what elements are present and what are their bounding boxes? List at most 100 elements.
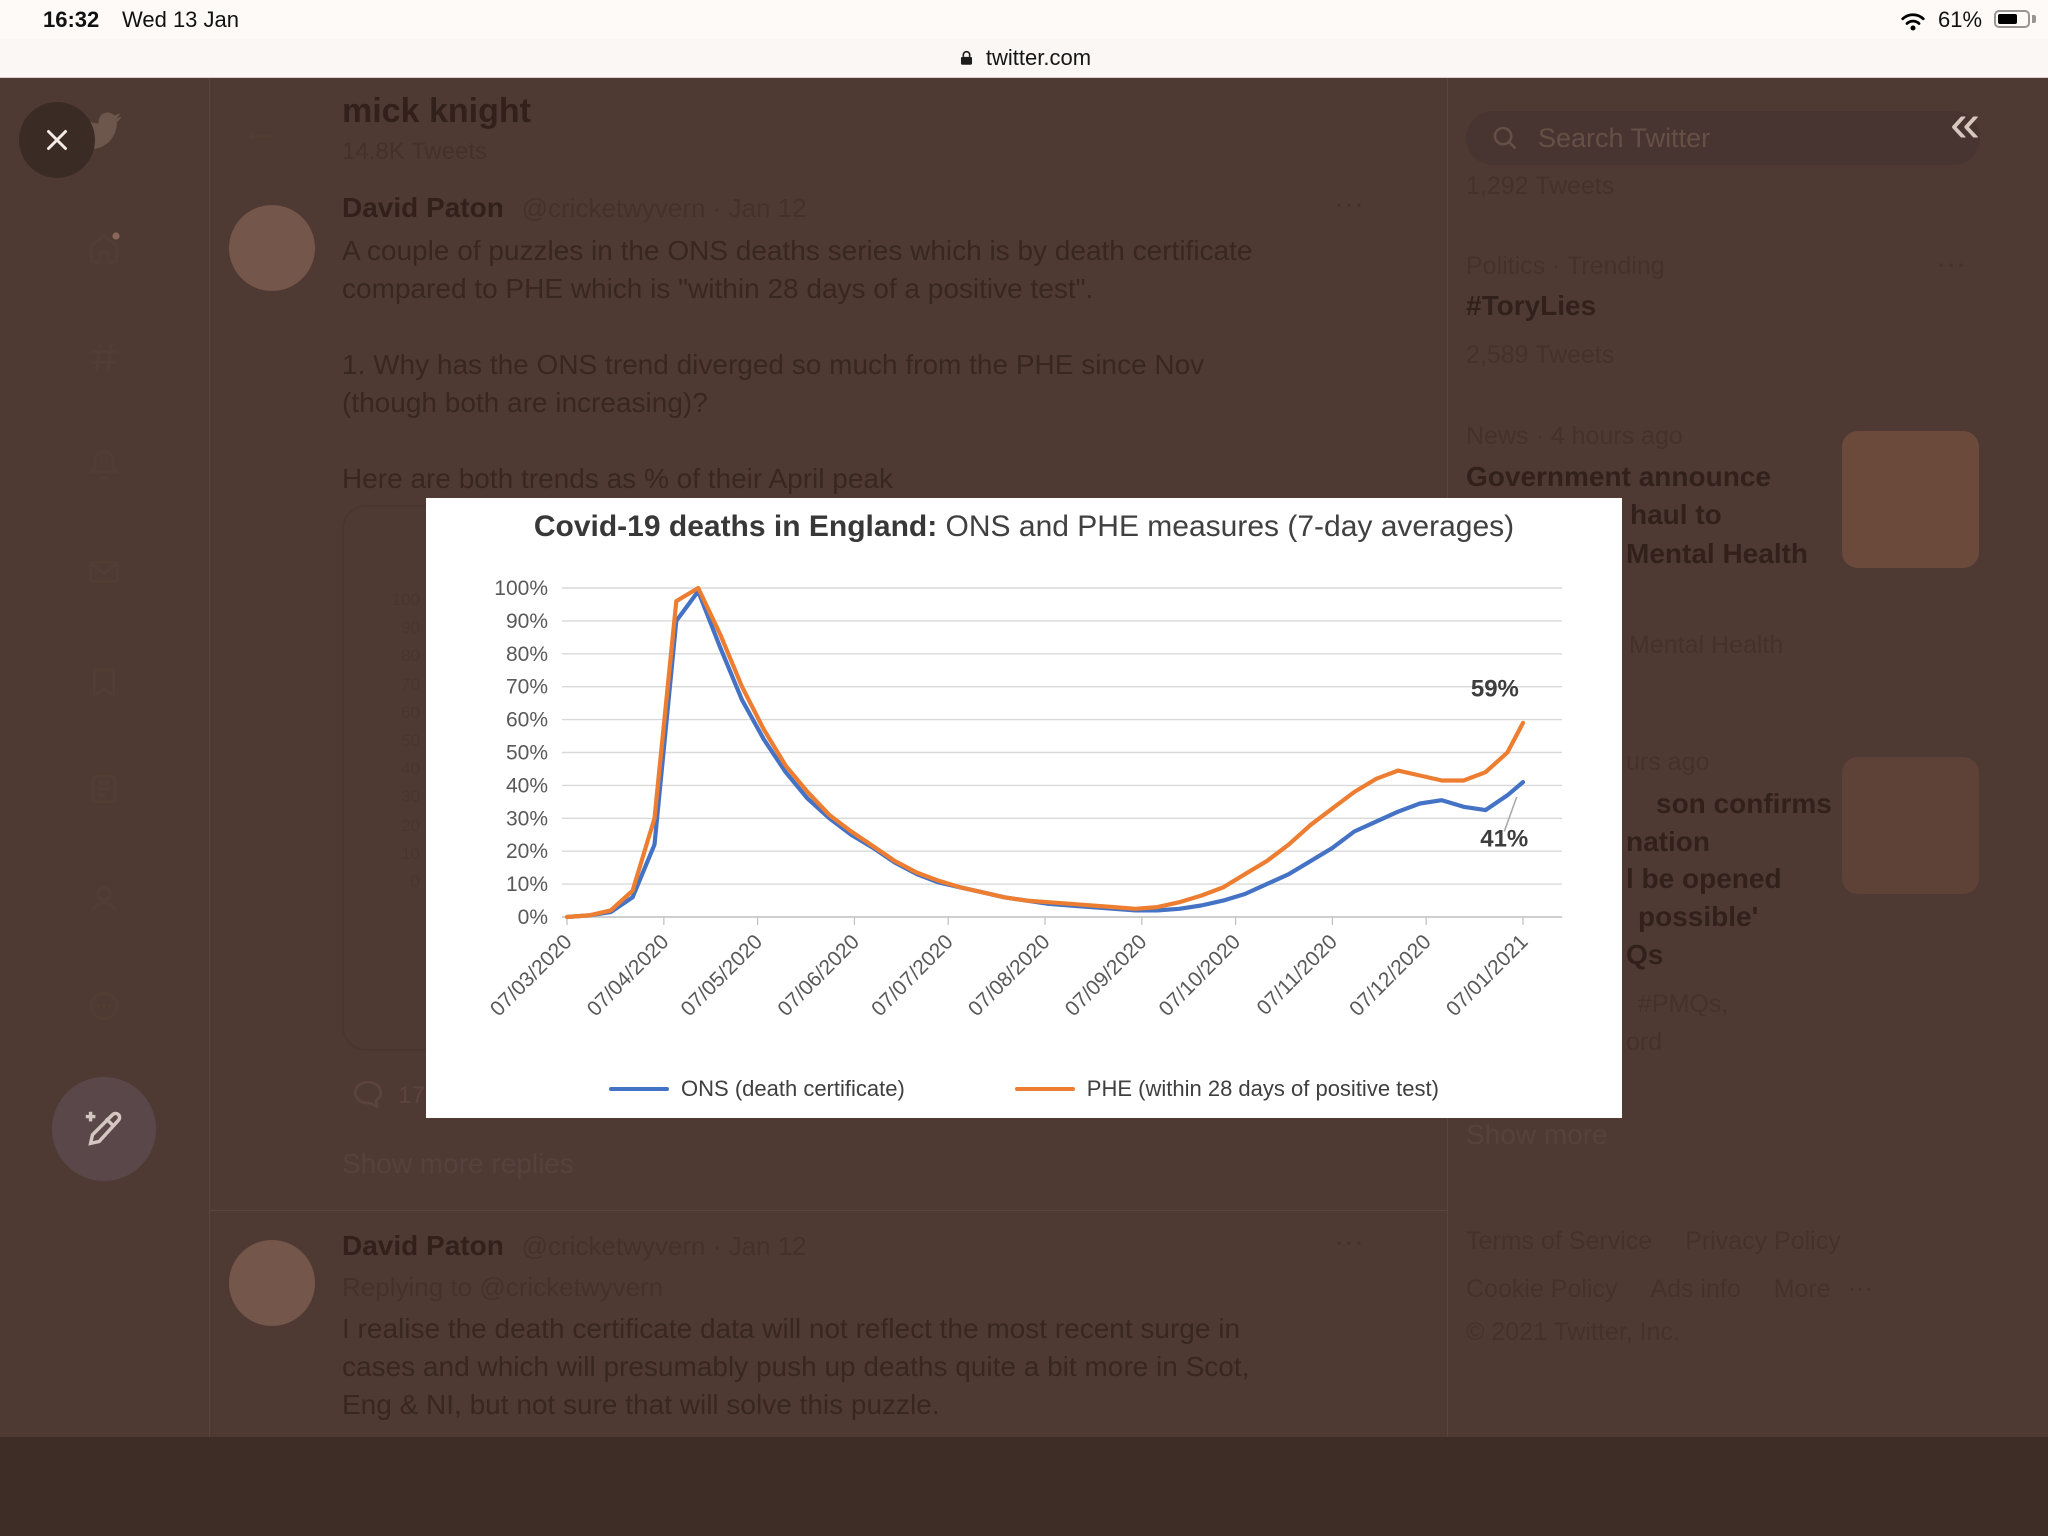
lightbox-image-chart[interactable]: Covid-19 deaths in England: ONS and PHE …	[426, 498, 1622, 1118]
battery-percent: 61%	[1938, 7, 1983, 32]
tweet-paragraph: 1. Why has the ONS trend diverged so muc…	[342, 349, 1205, 418]
footer-link-privacy[interactable]: Privacy Policy	[1685, 1227, 1841, 1255]
search-input[interactable]: Search Twitter	[1466, 111, 1980, 165]
footer-link-ads[interactable]: Ads info	[1650, 1275, 1741, 1303]
notifications-bell-icon[interactable]	[86, 447, 122, 483]
chart-plot: 0% 10% 20% 30% 40% 50% 60% 70% 80% 90% 100% 07/03/2…	[486, 577, 1562, 1021]
footer-link-terms[interactable]: Terms of Service	[1466, 1227, 1653, 1255]
news-headline-line[interactable]: nation	[1626, 826, 1710, 857]
status-time: 16:32	[43, 7, 100, 32]
news-headline-line[interactable]: Mental Health	[1626, 538, 1809, 569]
chart-title-bold: Covid-19 deaths in England:	[533, 510, 938, 543]
status-date: Wed 13 Jan	[122, 7, 240, 32]
svg-text:07/12/2020: 07/12/2020	[1345, 930, 1436, 1021]
avatar[interactable]	[229, 1240, 315, 1326]
tweet-overflow-icon[interactable]: ⋯	[1334, 1227, 1364, 1260]
show-more-replies-link[interactable]: Show more replies	[342, 1148, 574, 1179]
news-headline-line[interactable]: possible'	[1638, 901, 1759, 932]
reply-icon[interactable]	[352, 1078, 384, 1110]
news-headline-line[interactable]: haul to	[1630, 499, 1722, 530]
news-tag: Mental Health	[1629, 631, 1784, 659]
tweet-divider	[210, 1210, 1447, 1211]
tweet-body[interactable]: A couple of puzzles in the ONS deaths se…	[342, 232, 1362, 498]
column-divider-left	[209, 78, 210, 1437]
legend-label-ons: ONS (death certificate)	[681, 1076, 905, 1101]
close-lightbox-button[interactable]	[19, 102, 95, 178]
ghost-chart-axis: 100 90 80 70 60 50 40 30 20 10 0	[346, 0, 420, 1100]
ghost-chart-y-label: 30	[401, 787, 420, 807]
news-headline-line[interactable]: Government announce	[1466, 461, 1771, 492]
svg-text:40%: 40%	[506, 774, 548, 797]
compose-tweet-button[interactable]	[52, 1077, 156, 1181]
ghost-chart-y-label: 40	[401, 759, 420, 779]
news-tag: ord	[1626, 1028, 1663, 1056]
svg-text:07/09/2020: 07/09/2020	[1061, 930, 1152, 1021]
author-name[interactable]: David Paton	[342, 1230, 504, 1261]
chart-title: Covid-19 deaths in England: ONS and PHE …	[426, 510, 1622, 544]
trend-category: Politics · Trending	[1466, 252, 1665, 280]
svg-text:10%: 10%	[506, 873, 548, 896]
notification-dot	[112, 232, 120, 240]
trend-title[interactable]: #ToryLies	[1466, 290, 1597, 321]
tweet-author-row[interactable]: David Paton @cricketwyvern · Jan 12	[342, 1230, 807, 1262]
lists-icon[interactable]	[86, 771, 122, 807]
news-headline-line[interactable]: son confirms	[1656, 788, 1832, 819]
compose-feather-icon	[85, 1111, 122, 1146]
url-text: twitter.com	[985, 45, 1092, 70]
news-thumbnail[interactable]	[1842, 757, 1979, 894]
svg-text:0%: 0%	[518, 906, 548, 929]
lightbox-action-bar: 17 56 124	[0, 1437, 2048, 1536]
wifi-icon	[1901, 13, 1925, 31]
svg-text:07/03/2020: 07/03/2020	[486, 930, 577, 1021]
news-headline-line[interactable]: Qs	[1626, 939, 1664, 970]
tweet-overflow-icon[interactable]: ⋯	[1334, 189, 1364, 222]
legend-item-ons: ONS (death certificate)	[609, 1076, 905, 1102]
svg-text:41%: 41%	[1480, 825, 1528, 852]
avatar[interactable]	[229, 205, 315, 291]
messages-mail-icon[interactable]	[86, 554, 122, 590]
ghost-chart-y-label: 10	[401, 843, 420, 863]
bookmarks-icon[interactable]	[86, 664, 122, 700]
ghost-chart-y-label: 70	[401, 674, 420, 694]
home-icon[interactable]	[86, 230, 122, 266]
news-thumbnail[interactable]	[1842, 431, 1979, 568]
news-tag[interactable]: #PMQs,	[1638, 990, 1729, 1018]
collapse-chevrons-button[interactable]: «	[1950, 93, 1981, 153]
legend-label-phe: PHE (within 28 days of positive test)	[1086, 1076, 1439, 1101]
search-icon	[1493, 126, 1517, 150]
tweet-body[interactable]: I realise the death certificate data wil…	[342, 1313, 1250, 1420]
explore-hashtag-icon[interactable]	[86, 339, 122, 375]
ghost-chart-y-label: 0	[410, 872, 420, 891]
battery-tip	[2032, 15, 2036, 23]
close-icon	[47, 130, 67, 150]
reply-count: 17	[398, 1082, 425, 1109]
svg-text:59%: 59%	[1471, 676, 1519, 703]
tweet-author-row[interactable]: David Paton @cricketwyvern · Jan 12	[342, 192, 807, 224]
author-meta: @cricketwyvern · Jan 12	[521, 193, 807, 223]
svg-text:07/06/2020: 07/06/2020	[773, 930, 864, 1021]
back-button[interactable]: ←	[240, 108, 280, 152]
more-circle-icon[interactable]	[86, 988, 122, 1024]
chart-title-rest: ONS and PHE measures (7-day averages)	[937, 510, 1515, 543]
ghost-chart-y-label: 20	[401, 815, 420, 835]
chart-legend: ONS (death certificate) PHE (within 28 d…	[426, 1076, 1622, 1102]
trend-overflow-icon[interactable]: ⋯	[1936, 249, 1966, 282]
replying-to-label[interactable]: Replying to @cricketwyvern	[342, 1272, 664, 1302]
author-name[interactable]: David Paton	[342, 192, 504, 223]
legend-item-phe: PHE (within 28 days of positive test)	[1014, 1076, 1439, 1102]
footer-link-cookies[interactable]: Cookie Policy	[1466, 1275, 1618, 1303]
author-meta: @cricketwyvern · Jan 12	[521, 1231, 807, 1261]
svg-text:07/07/2020: 07/07/2020	[867, 930, 958, 1021]
footer-link-more[interactable]: More	[1773, 1275, 1831, 1303]
search-result-count: 1,292 Tweets	[1466, 172, 1615, 200]
svg-text:30%: 30%	[506, 807, 548, 830]
show-more-link[interactable]: Show more	[1466, 1119, 1608, 1150]
svg-text:20%: 20%	[506, 840, 548, 863]
news-headline-line[interactable]: l be opened	[1626, 863, 1782, 894]
legend-swatch-phe	[1014, 1087, 1075, 1091]
profile-name-title: mick knight	[342, 92, 531, 130]
browser-address-bar[interactable]: twitter.com	[0, 39, 2048, 78]
profile-icon[interactable]	[86, 881, 122, 917]
footer-more-ellipsis-icon[interactable]: ⋯	[1847, 1275, 1873, 1303]
